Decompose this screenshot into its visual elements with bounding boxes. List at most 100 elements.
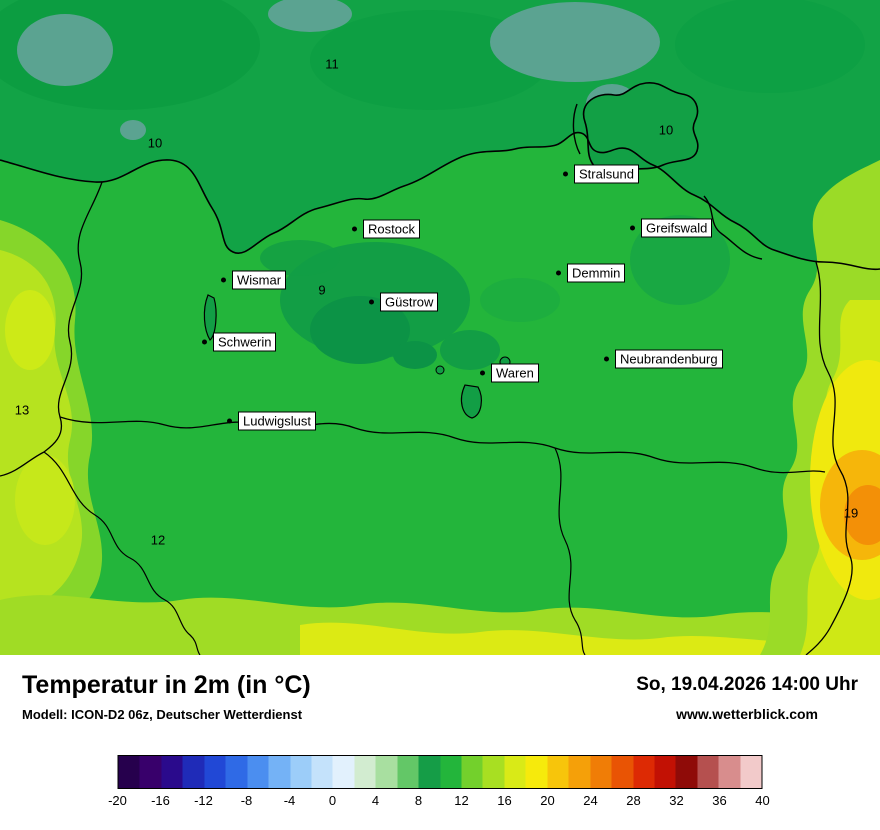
- city-label: Rostock: [363, 219, 420, 239]
- city-label: Schwerin: [213, 332, 277, 352]
- legend-cell: [504, 756, 526, 788]
- city-marker: Wismar: [221, 270, 287, 290]
- legend-tick-label: 28: [626, 793, 641, 808]
- teal-sea-blob: [120, 120, 146, 140]
- legend-cell: [568, 756, 591, 788]
- temp-value-label: 11: [325, 56, 339, 72]
- info-bar: Temperatur in 2m (in °C) Modell: ICON-D2…: [0, 655, 880, 755]
- legend-cell: [118, 756, 140, 788]
- legend-cell: [332, 756, 355, 788]
- temp-value-label: 19: [843, 505, 859, 521]
- legend-cell: [590, 756, 612, 788]
- state-border-south: [59, 416, 826, 474]
- legend-cell: [311, 756, 333, 788]
- warm-band-south-yellow: [300, 622, 880, 655]
- district-border-southwest: [43, 451, 201, 655]
- city-label: Ludwigslust: [238, 411, 316, 431]
- model-info: Modell: ICON-D2 06z, Deutscher Wetterdie…: [22, 707, 303, 722]
- legend-cell: [440, 756, 462, 788]
- city-label: Güstrow: [380, 292, 439, 312]
- map-title: Temperatur in 2m (in °C): [22, 671, 311, 699]
- cold-sea-patch: [675, 0, 865, 93]
- city-label: Stralsund: [574, 164, 639, 184]
- cool-land-patch: [310, 296, 410, 364]
- legend-cell: [354, 756, 376, 788]
- city-dot-icon: [563, 171, 568, 177]
- state-border-east: [805, 261, 853, 655]
- legend-tick-label: -20: [108, 793, 127, 808]
- warm-region-west-patch: [5, 290, 55, 370]
- city-label: Demmin: [567, 263, 626, 283]
- temp-value-label: 10: [147, 135, 163, 151]
- city-label: Greifswald: [641, 218, 713, 238]
- info-left: Temperatur in 2m (in °C) Modell: ICON-D2…: [22, 671, 311, 722]
- legend-cell: [482, 756, 505, 788]
- legend-cell: [675, 756, 698, 788]
- city-dot-icon: [369, 299, 374, 305]
- legend-tick-label: 36: [712, 793, 727, 808]
- teal-sea-blob: [268, 0, 352, 32]
- legend-tick-label: 32: [669, 793, 684, 808]
- cool-land-patch: [630, 215, 730, 305]
- legend-tick-label: 24: [583, 793, 598, 808]
- legend-tick-label: 20: [540, 793, 555, 808]
- temp-value-label: 12: [150, 532, 166, 548]
- cool-land-patch: [393, 341, 437, 369]
- island-hiddensee: [572, 103, 581, 155]
- legend-cell: [182, 756, 205, 788]
- legend-tick-label: 16: [497, 793, 512, 808]
- legend-cell: [654, 756, 676, 788]
- legend-cell: [247, 756, 269, 788]
- city-label: Waren: [491, 363, 539, 383]
- legend-tick-label: 4: [371, 793, 380, 808]
- info-right: So, 19.04.2026 14:00 Uhr www.wetterblick…: [636, 671, 858, 722]
- city-label: Wismar: [232, 270, 287, 290]
- coastline-usedom: [703, 195, 763, 260]
- warm-region-west-patch: [15, 455, 75, 545]
- legend-cell: [740, 756, 762, 788]
- legend-cell: [418, 756, 441, 788]
- state-border-west: [0, 181, 103, 477]
- legend-cell: [611, 756, 633, 788]
- teal-sea-blob: [490, 2, 660, 82]
- city-marker: Greifswald: [630, 218, 713, 238]
- city-marker: Ludwigslust: [227, 411, 316, 431]
- legend-ticks: -20 -16 -12 -8 -4 0 4 8 12 16 20 24 28 32 36 40: [108, 793, 770, 813]
- temp-value-label: 9: [318, 282, 326, 298]
- lake-mueritz: [460, 384, 482, 419]
- legend-cell: [139, 756, 162, 788]
- city-marker: Neubrandenburg: [604, 349, 723, 369]
- legend-cell: [461, 756, 483, 788]
- temp-value-label: 10: [658, 122, 674, 138]
- legend-cell: [697, 756, 719, 788]
- teal-sea-blob: [17, 14, 113, 86]
- legend-tick-label: 8: [414, 793, 423, 808]
- cool-land-patch: [440, 330, 500, 370]
- city-label: Neubrandenburg: [615, 349, 723, 369]
- legend-cell: [268, 756, 290, 788]
- lake-schwerin: [203, 294, 217, 341]
- legend-cell: [290, 756, 312, 788]
- city-dot-icon: [556, 270, 561, 276]
- website-link: www.wetterblick.com: [676, 706, 819, 722]
- map-overlay: Stralsund Greifswald Rostock Wismar Demmin Gü…: [14, 56, 859, 548]
- legend-tick-label: 0: [328, 793, 337, 808]
- color-legend: -20 -16 -12 -8 -4 0 4 8 12 16 20 24 28 32 36 40: [108, 755, 770, 813]
- warm-region-east-orange-core: [844, 485, 880, 545]
- cold-sea-patch: [310, 10, 550, 110]
- city-marker: Güstrow: [369, 292, 439, 312]
- temp-value-label: 13: [14, 402, 30, 418]
- legend-cell: [161, 756, 183, 788]
- temperature-map: Stralsund Greifswald Rostock Wismar Demmin Gü…: [0, 0, 880, 655]
- legend-tick-label: -4: [283, 793, 296, 808]
- coastline: [0, 131, 880, 271]
- legend-cell: [204, 756, 226, 788]
- city-marker: Schwerin: [202, 332, 277, 352]
- city-marker: Rostock: [352, 219, 420, 239]
- city-dot-icon: [352, 226, 357, 232]
- temperature-field-svg: [0, 0, 880, 655]
- legend-cell: [375, 756, 398, 788]
- legend-tick-label: -16: [151, 793, 170, 808]
- legend-cell: [633, 756, 655, 788]
